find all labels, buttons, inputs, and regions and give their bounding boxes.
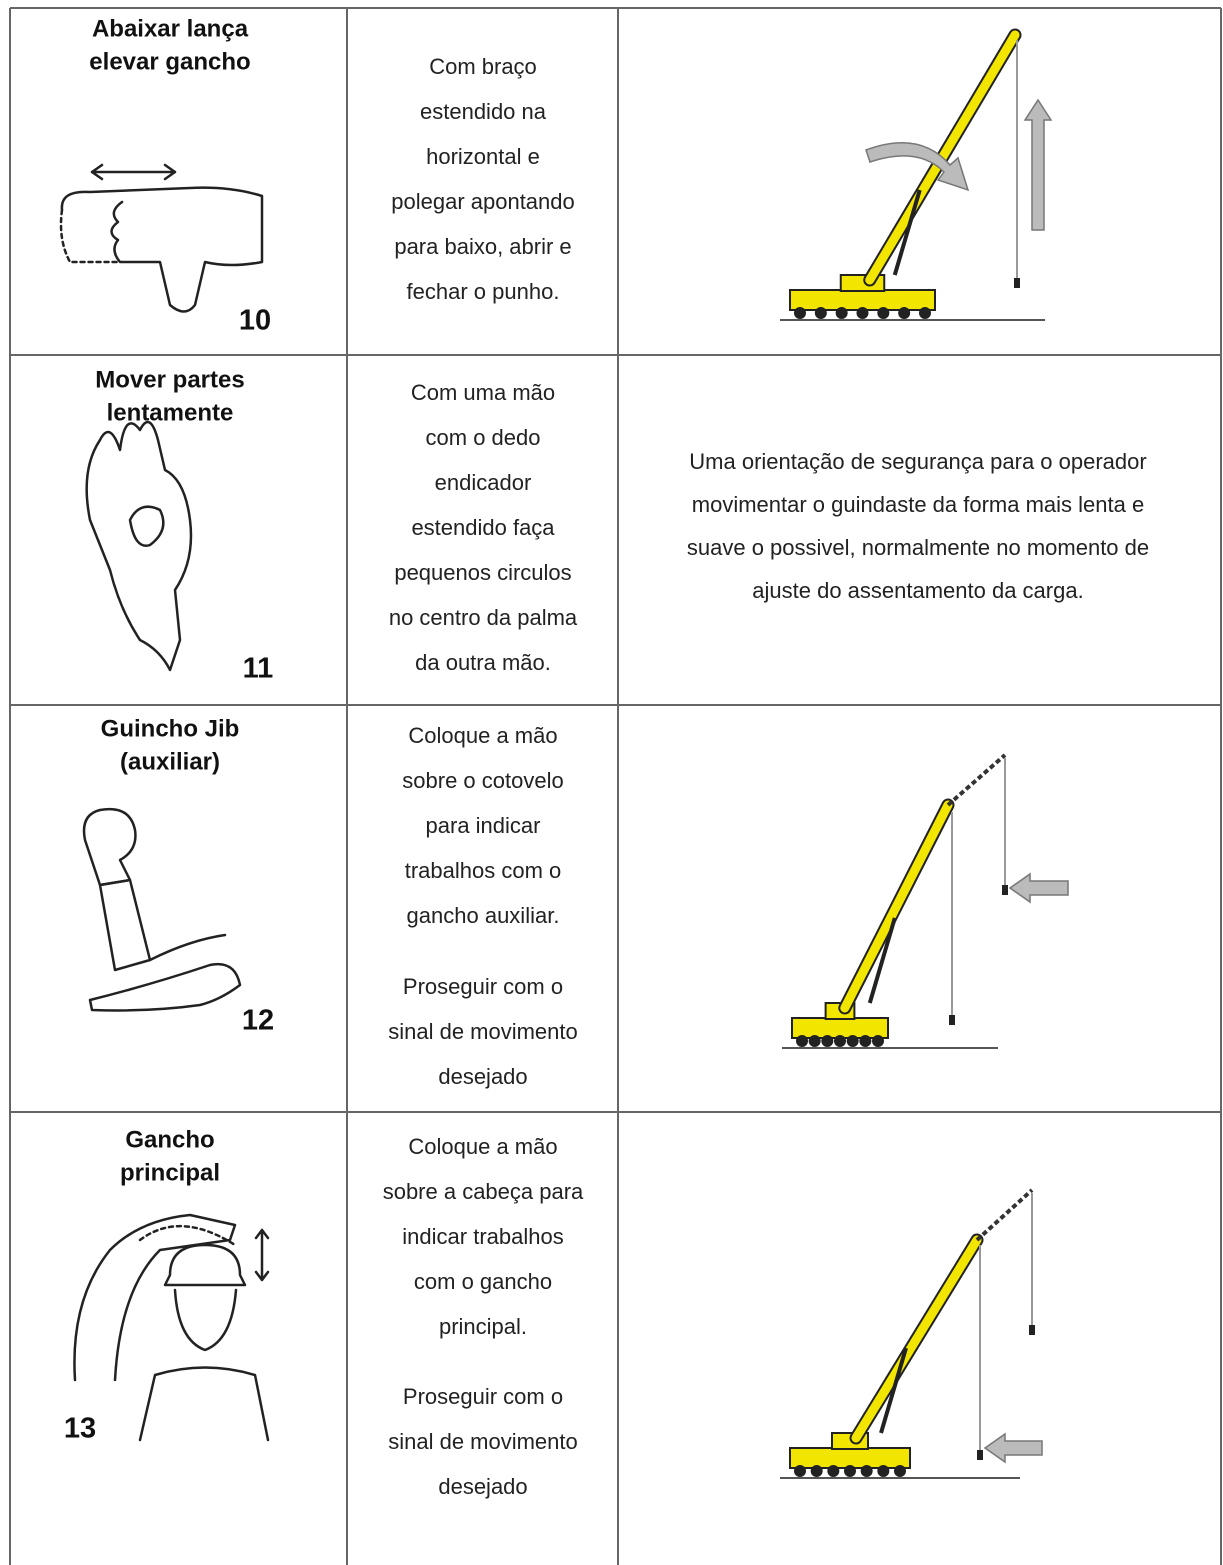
wheel	[859, 1035, 872, 1047]
description-line: no centro da palma	[389, 605, 578, 630]
description-line: da outra mão.	[415, 650, 551, 675]
description-line: gancho auxiliar.	[407, 903, 560, 928]
description-line: estendido faça	[411, 515, 555, 540]
wheel	[877, 1465, 890, 1477]
wheel	[860, 1465, 873, 1477]
row-title: elevar gancho	[89, 48, 250, 75]
hook	[1014, 278, 1020, 288]
hook	[977, 1450, 983, 1460]
jib	[975, 1188, 1034, 1242]
direction-arrow	[1008, 872, 1069, 904]
wheel	[919, 307, 931, 319]
direction-arrow	[983, 1432, 1043, 1464]
description-line: principal.	[439, 1314, 527, 1339]
signal-number: 11	[243, 653, 274, 685]
hook	[949, 1015, 955, 1025]
description-line: sinal de movimento	[388, 1019, 578, 1044]
description-line: Coloque a mão	[408, 723, 557, 748]
note-line: Uma orientação de segurança para o opera…	[689, 449, 1146, 474]
hand-sketch-11	[85, 420, 193, 672]
hook	[1002, 885, 1008, 895]
crane	[780, 28, 1053, 321]
hook	[1029, 1325, 1035, 1335]
wheel	[844, 1465, 856, 1477]
signal-number: 13	[64, 1413, 96, 1445]
description-line: estendido na	[420, 99, 547, 124]
description-line: com o dedo	[426, 425, 541, 450]
wheel	[796, 1035, 808, 1047]
direction-arrow	[865, 142, 970, 192]
boom-support	[892, 189, 922, 276]
wheel	[898, 307, 911, 319]
hand-sketch-12	[82, 807, 242, 1012]
boom	[851, 1235, 982, 1443]
wheel	[835, 307, 848, 319]
crane	[782, 753, 1069, 1049]
description-line: com o gancho	[414, 1269, 552, 1294]
note-line: ajuste do assentamento da carga.	[752, 578, 1083, 603]
description-line: endicador	[435, 470, 532, 495]
signal-number: 12	[242, 1005, 274, 1037]
description-line: horizontal e	[426, 144, 540, 169]
description-line: desejado	[438, 1064, 527, 1089]
hand-sketch-13	[73, 1213, 270, 1442]
boom-support	[867, 917, 897, 1004]
description-line: trabalhos com o	[405, 858, 562, 883]
row-title: Mover partes	[95, 366, 244, 393]
hand-sketch-10	[59, 163, 264, 313]
direction-arrow	[1023, 98, 1053, 231]
wheel	[846, 1035, 859, 1047]
text-layer: Abaixar lança elevar gancho 10 Com braço est…	[64, 15, 1149, 1498]
description-line: para baixo, abrir e	[394, 234, 571, 259]
wheel	[794, 1465, 806, 1477]
description-line: pequenos circulos	[394, 560, 571, 585]
row-title: (auxiliar)	[120, 748, 220, 775]
description-line: sobre o cotovelo	[402, 768, 563, 793]
description-line: fechar o punho.	[407, 279, 560, 304]
description-line: desejado	[438, 1474, 527, 1499]
wheel	[794, 307, 806, 319]
crane	[780, 1188, 1043, 1479]
note-line: movimentar o guindaste da forma mais len…	[692, 492, 1144, 517]
wheel	[814, 307, 827, 319]
wheel	[827, 1465, 840, 1477]
wheel	[810, 1465, 823, 1477]
description-line: indicar trabalhos	[402, 1224, 563, 1249]
wheel	[877, 307, 890, 319]
description-line: Coloque a mão	[408, 1134, 557, 1159]
crane-illustrations	[780, 28, 1069, 1479]
table-grid	[9, 7, 1222, 1565]
row-title: principal	[120, 1159, 220, 1186]
jib	[946, 753, 1007, 807]
wheel	[834, 1035, 846, 1047]
wheel	[808, 1035, 821, 1047]
wheel	[856, 307, 869, 319]
note-line: suave o possivel, normalmente no momento…	[687, 535, 1149, 560]
description-line: para indicar	[426, 813, 541, 838]
row-title: lentamente	[107, 399, 234, 426]
row-title: Guincho Jib	[101, 715, 240, 742]
row-title: Abaixar lança	[92, 15, 249, 42]
description-line: Com braço	[429, 54, 537, 79]
description-line: Proseguir com o	[403, 974, 563, 999]
row-title: Gancho	[125, 1126, 214, 1153]
description-line: sobre a cabeça para	[383, 1179, 584, 1204]
description-line: polegar apontando	[391, 189, 575, 214]
description-line: Com uma mão	[411, 380, 555, 405]
description-line: sinal de movimento	[388, 1429, 578, 1454]
boom-support	[879, 1347, 908, 1434]
wheel	[821, 1035, 834, 1047]
boom	[840, 800, 953, 1013]
wheel	[894, 1465, 906, 1477]
description-line: Proseguir com o	[403, 1384, 563, 1409]
wheel	[872, 1035, 884, 1047]
signal-number: 10	[239, 305, 271, 337]
